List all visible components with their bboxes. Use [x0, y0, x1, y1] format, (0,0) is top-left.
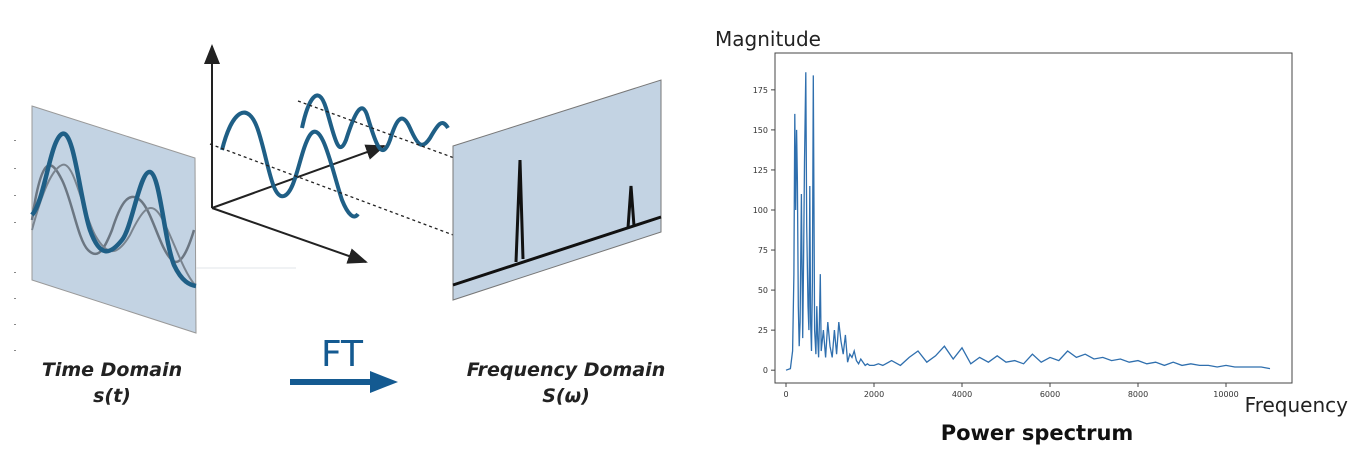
y-axis-label: Magnitude	[715, 27, 821, 51]
x-tick-label: 4000	[952, 390, 972, 399]
frequency-domain-panel	[452, 79, 662, 301]
x-tick-label: 8000	[1128, 390, 1148, 399]
y-tick-label: 150	[753, 126, 768, 135]
ft-arrowhead-icon	[370, 371, 398, 393]
x-ticks: 0 2000 4000 6000 8000 10000	[783, 383, 1239, 399]
fourier-transform-arrow: FT	[290, 334, 398, 393]
y-tick-label: 75	[758, 246, 768, 255]
ft-label: FT	[321, 334, 364, 375]
three-d-axes	[204, 44, 386, 264]
y-tick-label: 175	[753, 86, 768, 95]
time-domain-title: Time Domain	[42, 359, 182, 381]
power-spectrum-chart: Magnitude 0 25 50 75 100 125 150 175 0 2000 4000 6…	[715, 27, 1348, 445]
frequency-domain-title: Frequency Domain	[467, 359, 665, 381]
y-tick-label: 125	[753, 166, 768, 175]
time-domain-panel	[14, 105, 296, 351]
time-panel-ticks	[14, 140, 16, 351]
y-tick-label: 50	[758, 286, 768, 295]
y-tick-label: 25	[758, 326, 768, 335]
spectrum-series-line	[785, 72, 1271, 371]
x-axis-label: Frequency	[1245, 393, 1348, 417]
frequency-peak-low	[514, 159, 525, 263]
frequency-domain-formula: S(ω)	[542, 385, 590, 407]
projection-line-low	[209, 143, 521, 261]
low-frequency-sine-wave	[220, 110, 360, 219]
y-ticks: 0 25 50 75 100 125 150 175	[753, 86, 775, 375]
x-tick-label: 6000	[1040, 390, 1060, 399]
frequency-peak-high	[626, 185, 636, 229]
y-tick-label: 0	[763, 366, 768, 375]
x-tick-label: 2000	[864, 390, 884, 399]
x-tick-label: 10000	[1213, 390, 1238, 399]
time-domain-formula: s(t)	[93, 385, 131, 407]
frequency-baseline	[452, 215, 662, 287]
x-tick-label: 0	[783, 390, 788, 399]
fourier-diagram: Time Domain s(t) Frequency Domain S(ω) F…	[14, 44, 665, 407]
y-tick-label: 100	[753, 206, 768, 215]
plot-frame	[774, 52, 1293, 384]
time-signal-dark-wave	[30, 131, 197, 289]
chart-title: Power spectrum	[941, 421, 1134, 445]
